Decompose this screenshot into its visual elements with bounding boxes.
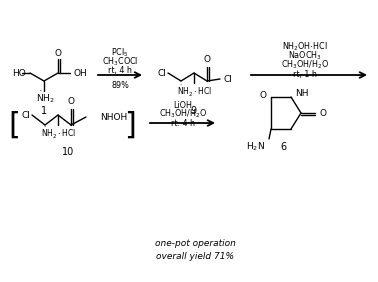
Text: $\mathdefault{\dot{N}}$H$_2\cdot$HCl: $\mathdefault{\dot{N}}$H$_2\cdot$HCl	[42, 125, 77, 141]
Text: Cl: Cl	[22, 111, 31, 120]
Text: O: O	[68, 98, 74, 107]
Text: LiOH: LiOH	[174, 100, 192, 109]
Text: CH$_3$OH/H$_2$O: CH$_3$OH/H$_2$O	[281, 59, 329, 71]
Text: PCl$_5$: PCl$_5$	[111, 47, 129, 59]
Text: HO: HO	[12, 69, 26, 78]
Text: Cl: Cl	[158, 69, 167, 78]
Text: H$_2$N: H$_2$N	[246, 141, 265, 153]
Text: O: O	[259, 91, 266, 100]
Text: CH$_3$COCl: CH$_3$COCl	[102, 56, 138, 68]
Text: Cl: Cl	[224, 76, 233, 85]
Text: rt, 4 h: rt, 4 h	[108, 67, 132, 76]
Text: O: O	[203, 56, 211, 65]
Text: $\mathdefault{\dot{N}}$H$_2$: $\mathdefault{\dot{N}}$H$_2$	[36, 89, 54, 105]
Text: one-pot operation
overall yield 71%: one-pot operation overall yield 71%	[155, 239, 235, 261]
Text: rt. 4 h: rt. 4 h	[171, 118, 195, 127]
Text: NH: NH	[295, 89, 308, 98]
Text: 1: 1	[41, 106, 47, 116]
Text: NH$_2$OH$\cdot$HCl: NH$_2$OH$\cdot$HCl	[282, 41, 328, 53]
Text: rt, 1 h: rt, 1 h	[293, 69, 317, 78]
Text: ]: ]	[124, 111, 136, 140]
Text: OH: OH	[74, 69, 88, 78]
Text: 9: 9	[190, 106, 196, 116]
Text: 89%: 89%	[111, 80, 129, 89]
Text: 6: 6	[280, 142, 286, 152]
Text: NaOCH$_3$: NaOCH$_3$	[288, 50, 322, 62]
Text: O: O	[320, 109, 327, 118]
Text: O: O	[54, 49, 62, 58]
Text: CH$_3$OH/H$_2$O: CH$_3$OH/H$_2$O	[159, 108, 207, 120]
Text: $\mathdefault{\dot{N}}$H$_2\cdot$HCl: $\mathdefault{\dot{N}}$H$_2\cdot$HCl	[177, 83, 212, 99]
Text: NHOH: NHOH	[100, 113, 127, 122]
Text: [: [	[8, 111, 20, 140]
Text: 10: 10	[62, 147, 74, 157]
